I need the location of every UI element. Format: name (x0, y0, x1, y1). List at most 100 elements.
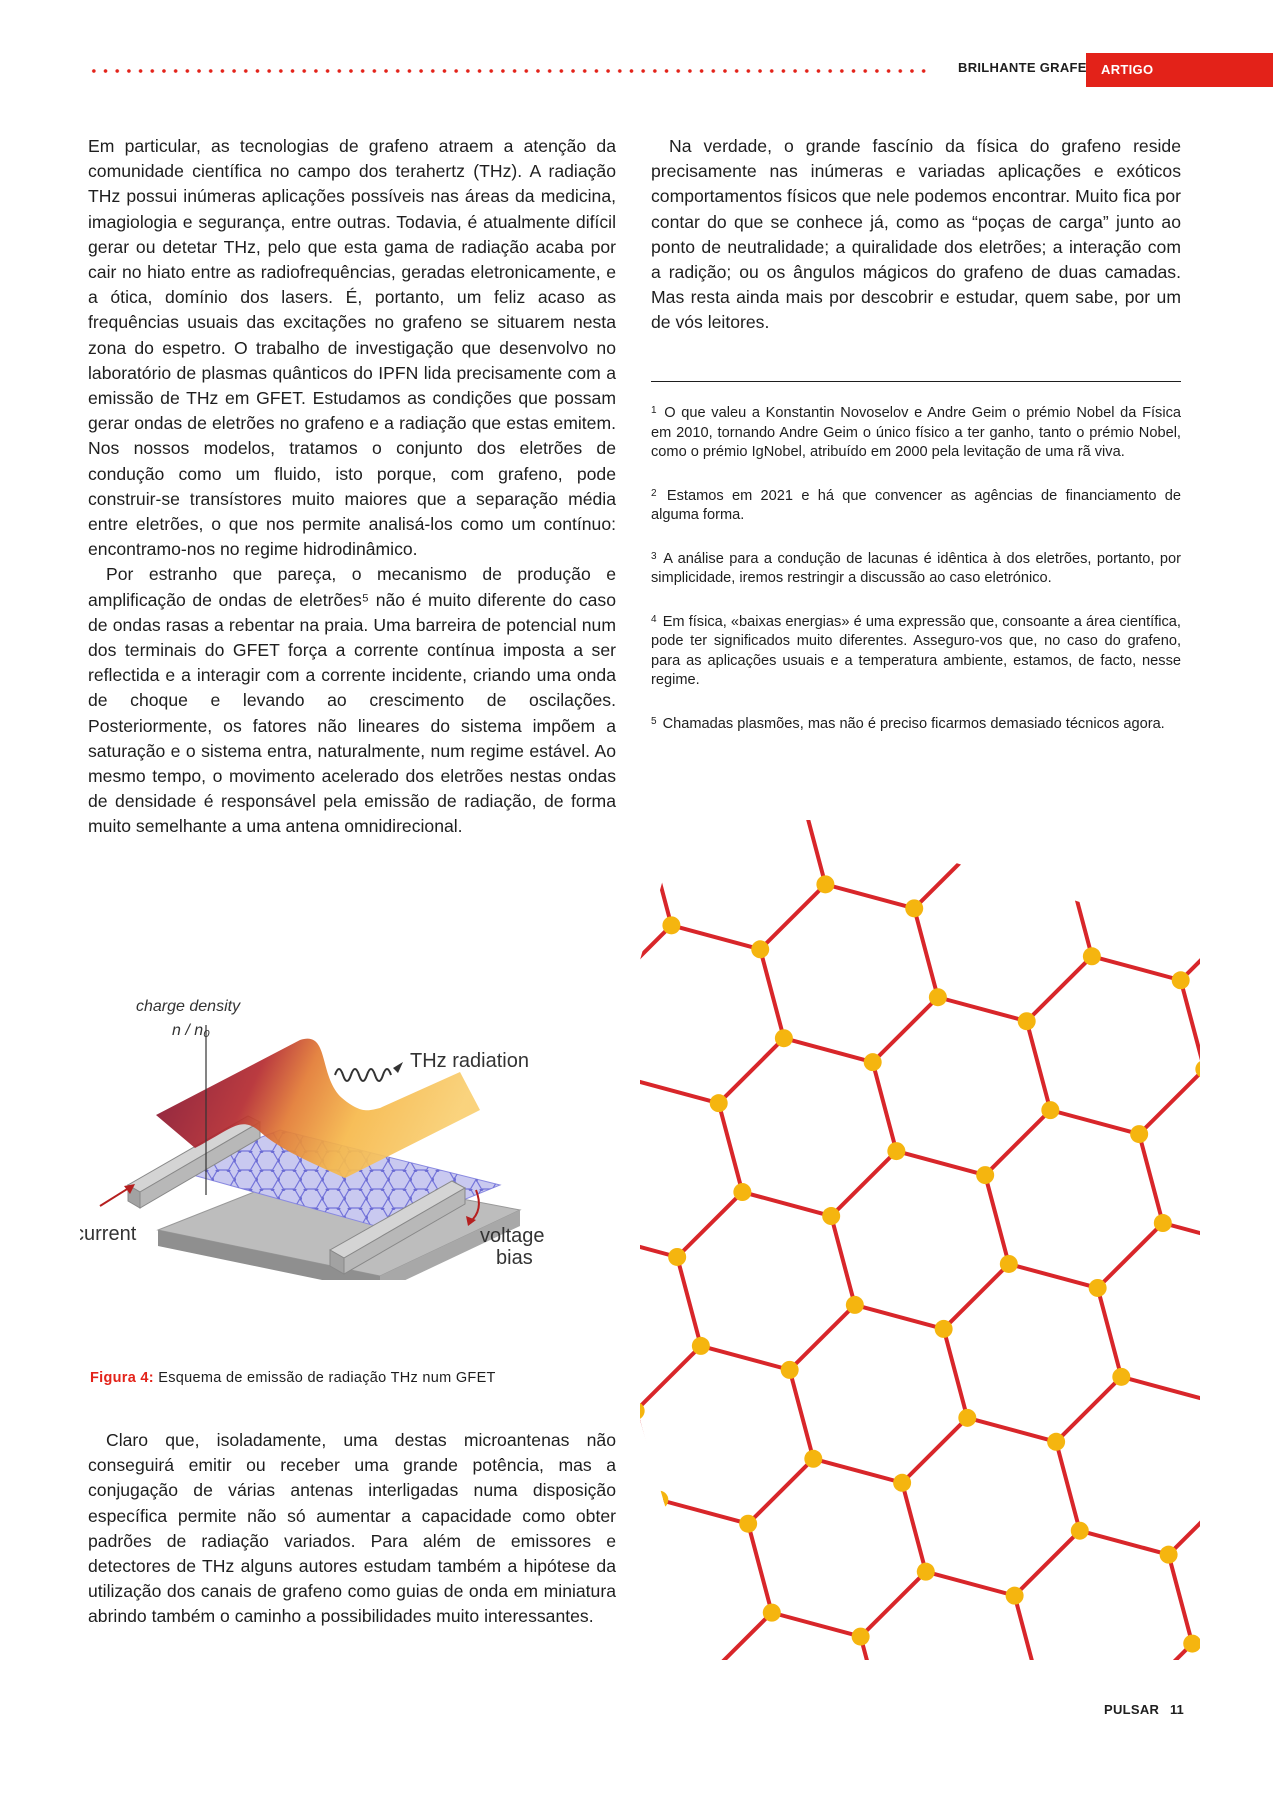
lattice-atom (970, 834, 989, 853)
figure-caption: Figura 4: Esquema de emissão de radiação… (90, 1370, 618, 1386)
lattice-atom (893, 1473, 912, 1492)
lattice-atom (1171, 971, 1190, 990)
lattice-bond (870, 1061, 899, 1152)
lattice-atom (780, 1360, 799, 1379)
thz-wave-icon (334, 1068, 392, 1082)
paragraph: Por estranho que pareça, o mecanismo de … (88, 564, 616, 837)
lattice-bond (640, 1651, 708, 1660)
graphene-lattice-illustration (640, 820, 1200, 1660)
footnote: 4 Em física, «baixas energias» é uma exp… (651, 610, 1181, 691)
right-column: Na verdade, o grande fascínio da física … (651, 134, 1181, 336)
magazine-name: PULSAR (1104, 1702, 1160, 1717)
lattice-bond (925, 1569, 1016, 1598)
footnote: 2 Estamos em 2021 e há que convencer as … (651, 484, 1181, 526)
lattice-atom (1017, 1012, 1036, 1031)
lattice-bond (1179, 913, 1200, 982)
footnote: 3 A análise para a condução de lacunas é… (651, 547, 1181, 589)
lattice-bond (1066, 866, 1094, 957)
lattice-atom (1159, 1545, 1178, 1564)
lattice-bond (983, 1174, 1011, 1265)
lattice-bond (1096, 1221, 1165, 1290)
lattice-bond (983, 1108, 1052, 1177)
charge-density-label: charge density (136, 998, 241, 1015)
footnote-number: 4 (651, 613, 657, 625)
lattice-bond (912, 841, 981, 910)
bias-label: bias (496, 1247, 533, 1269)
lattice-bond (799, 820, 828, 885)
lattice-bond (1137, 1067, 1200, 1136)
figure-caption-text: Esquema de emissão de radiação THz num G… (158, 1370, 496, 1386)
lattice-atom (662, 916, 681, 935)
lattice-bond (1013, 1529, 1082, 1598)
thz-arrow-icon (393, 1062, 403, 1073)
lattice-bond (640, 923, 673, 992)
lattice-atom (1041, 1101, 1060, 1120)
lattice-bond (1024, 1020, 1053, 1111)
lattice-atom (733, 1183, 752, 1202)
footnote: 1 O que valeu a Konstantin Novoselov e A… (651, 401, 1181, 463)
lattice-atom (851, 1627, 870, 1646)
footnote-number: 1 (651, 405, 657, 416)
lattice-bond (812, 1456, 903, 1485)
lattice-bond (1049, 1108, 1140, 1137)
section-tag: ARTIGO (1086, 53, 1273, 87)
lattice-atom (1059, 858, 1078, 877)
lattice-bond (1120, 1374, 1200, 1403)
footnote-text: Estamos em 2021 e há que convencer as ag… (651, 487, 1181, 524)
lattice-bond (640, 1077, 720, 1106)
lattice-bond (871, 995, 940, 1064)
lattice-bond (912, 907, 940, 998)
thz-radiation-label: THz radiation (410, 1050, 529, 1072)
lattice-atom (958, 1408, 977, 1427)
paragraph: Na verdade, o grande fascínio da física … (651, 136, 1181, 333)
lattice-atom (928, 988, 947, 1007)
lattice-bond (716, 1102, 745, 1193)
voltage-label: voltage (480, 1225, 545, 1247)
lattice-bond (900, 1416, 969, 1485)
lattice-atom (905, 899, 924, 918)
section-label: BRILHANTE GRAFENO (958, 60, 1107, 75)
lattice-atom (640, 827, 657, 846)
lattice-bond (941, 1328, 970, 1419)
paragraph: Claro que, isoladamente, uma destas micr… (88, 1430, 616, 1627)
footnote-number: 5 (651, 715, 657, 727)
lattice-atom (1112, 1367, 1131, 1386)
lattice-bond (788, 1303, 857, 1372)
lattice-atom (640, 1401, 645, 1420)
gfet-figure: charge density n / n₀ THz radiation curr… (80, 998, 545, 1280)
lattice-bond (829, 1149, 898, 1218)
lattice-bond (1178, 979, 1200, 1070)
lattice-bond (645, 835, 674, 926)
footnote-number: 2 (651, 487, 657, 499)
substrate-front (158, 1230, 380, 1280)
lattice-atom (804, 1449, 823, 1468)
lattice-bond (858, 1636, 887, 1660)
lattice-bond (1095, 1287, 1124, 1378)
lattice-atom (887, 1142, 906, 1161)
lattice-atom (1047, 1432, 1066, 1451)
lattice-bond (1054, 1441, 1082, 1532)
lattice-bond (1008, 1262, 1099, 1290)
lattice-atom (739, 1514, 758, 1533)
lattice-bond (746, 1457, 815, 1526)
lattice-atom (1195, 1060, 1200, 1079)
lattice-atom (762, 1603, 781, 1622)
lattice-atom (916, 1562, 935, 1581)
lattice-atom (691, 1336, 710, 1355)
lattice-atom (845, 1295, 864, 1314)
lattice-bond (640, 1410, 662, 1501)
lattice-bond (942, 1262, 1011, 1331)
lattice-bond (746, 1523, 774, 1614)
lattice-bond (1054, 1375, 1123, 1444)
lattice-bond (1066, 820, 1135, 869)
lattice-bond (895, 1149, 986, 1177)
footnote-text: Chamadas plasmões, mas não é preciso fic… (662, 715, 1165, 732)
lattice-bond (1091, 954, 1182, 983)
density-ratio-label: n / n₀ (172, 1022, 210, 1039)
footnote-divider (651, 381, 1181, 382)
lattice-bond (658, 1497, 749, 1526)
lattice-bond (1012, 1595, 1041, 1660)
lattice-bond (646, 820, 715, 838)
lattice-atom (650, 1490, 669, 1509)
left-column: Em particular, as tecnologias de grafeno… (88, 134, 616, 840)
